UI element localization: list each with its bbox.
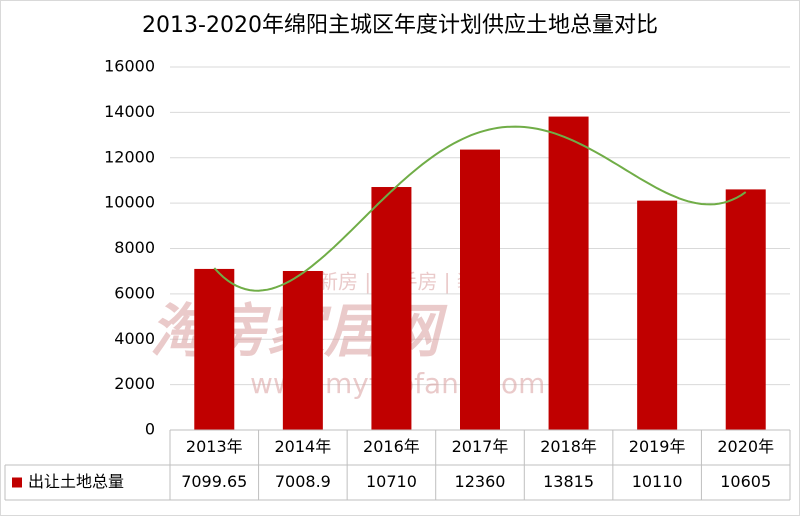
bar — [637, 200, 678, 430]
bar — [725, 189, 766, 430]
x-tick-label: 2018年 — [540, 437, 597, 456]
bar — [460, 149, 500, 430]
table-value: 7008.9 — [275, 472, 331, 491]
y-tick-label: 4000 — [114, 329, 155, 348]
y-tick-label: 6000 — [114, 283, 155, 302]
x-tick-label: 2013年 — [186, 437, 243, 456]
table-value: 12360 — [455, 472, 506, 491]
table-value: 10605 — [720, 472, 771, 491]
bar — [371, 187, 412, 430]
bar — [194, 268, 235, 430]
table-value: 7099.65 — [181, 472, 247, 491]
bar — [282, 270, 323, 430]
y-tick-label: 8000 — [114, 238, 155, 257]
table-value: 13815 — [543, 472, 594, 491]
table-value: 10110 — [632, 472, 683, 491]
bar — [548, 116, 589, 430]
legend-swatch — [12, 477, 22, 488]
chart-title: 2013-2020年绵阳主城区年度计划供应土地总量对比 — [142, 13, 658, 38]
legend-label: 出让土地总量 — [28, 472, 124, 491]
y-tick-label: 12000 — [104, 147, 155, 166]
y-tick-label: 2000 — [114, 374, 155, 393]
table-value: 10710 — [366, 472, 417, 491]
y-tick-label: 14000 — [104, 102, 155, 121]
y-tick-label: 16000 — [104, 57, 155, 76]
y-tick-label: 0 — [145, 420, 155, 439]
x-tick-label: 2016年 — [363, 437, 420, 456]
trendline — [213, 125, 747, 292]
x-tick-label: 2017年 — [452, 437, 509, 456]
x-tick-label: 2019年 — [629, 437, 686, 456]
y-tick-label: 10000 — [104, 193, 155, 212]
x-tick-label: 2020年 — [717, 437, 774, 456]
x-tick-label: 2014年 — [274, 437, 331, 456]
